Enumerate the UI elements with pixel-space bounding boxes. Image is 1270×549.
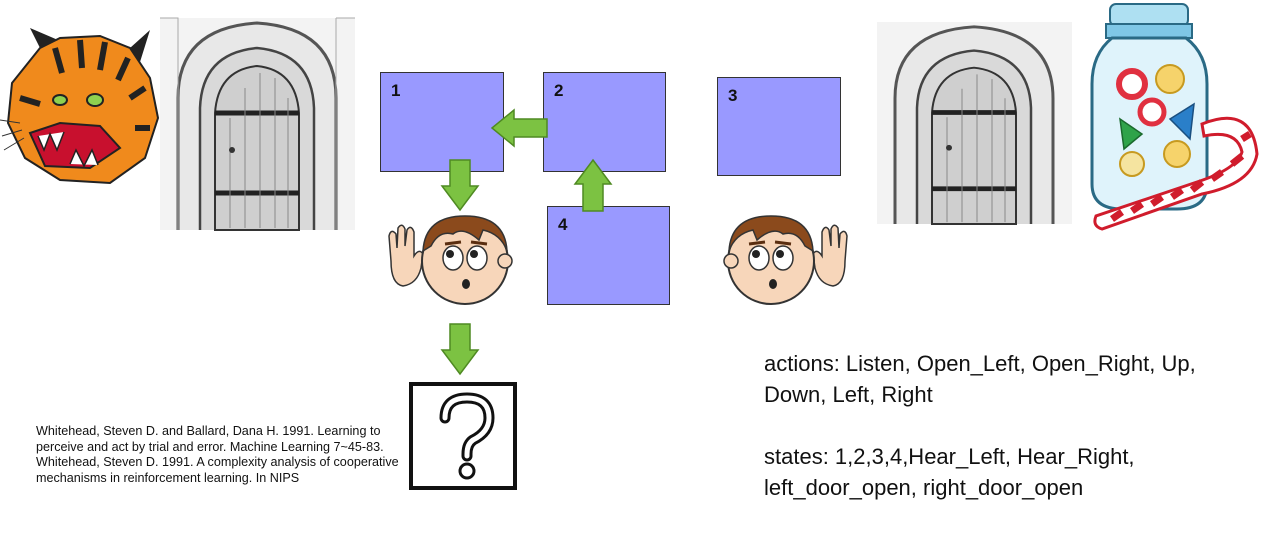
actions-text: actions: Listen, Open_Left, Open_Right, …: [764, 351, 1196, 407]
state-label-4: 4: [558, 215, 568, 234]
arrow-up-icon: [573, 158, 613, 212]
reference-2: Whitehead, Steven D. 1991. A complexity …: [36, 455, 399, 485]
tiger-icon: [0, 28, 160, 185]
state-box-3: 3: [717, 77, 841, 176]
state-label-1: 1: [391, 81, 401, 100]
listening-boy-icon: [388, 215, 513, 305]
state-box-4: 4: [547, 206, 670, 305]
state-label-2: 2: [554, 81, 564, 100]
arrow-down-icon: [440, 159, 480, 212]
references: Whitehead, Steven D. and Ballard, Dana H…: [36, 424, 406, 486]
arrow-down-icon: [440, 323, 480, 376]
state-box-2: 2: [543, 72, 666, 172]
state-box-1: 1: [380, 72, 504, 172]
state-label-3: 3: [728, 86, 738, 105]
door-icon: [160, 17, 355, 231]
unknown-state-box: [409, 382, 517, 490]
listening-boy-icon: [723, 215, 848, 305]
reference-1: Whitehead, Steven D. and Ballard, Dana H…: [36, 424, 384, 454]
candy-jar-icon: [1090, 3, 1259, 231]
door-icon: [877, 22, 1072, 225]
states-text: states: 1,2,3,4,Hear_Left, Hear_Right, l…: [764, 444, 1135, 500]
arrow-left-icon: [490, 108, 548, 148]
question-mark-icon: [439, 392, 495, 480]
